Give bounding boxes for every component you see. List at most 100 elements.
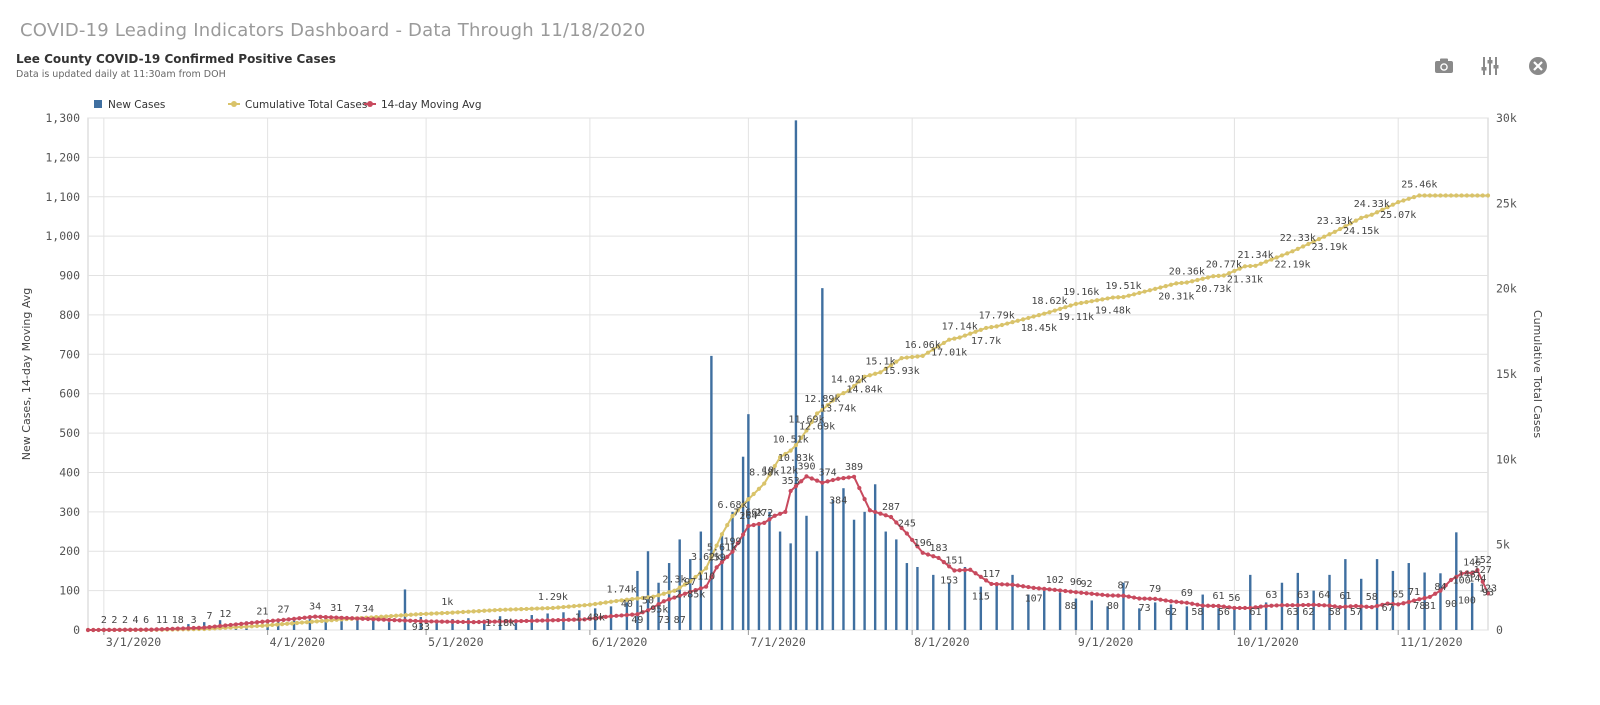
moving-avg-point bbox=[825, 479, 830, 484]
new-cases-bar bbox=[805, 515, 808, 630]
new-cases-data-label: 62 bbox=[1165, 607, 1177, 618]
cumulative-point bbox=[445, 610, 450, 616]
cumulative-point bbox=[304, 620, 310, 625]
new-cases-bar bbox=[757, 523, 761, 630]
new-cases-data-label: 144 bbox=[1468, 574, 1486, 585]
cumulative-point bbox=[1322, 234, 1327, 239]
new-cases-data-label: 67 bbox=[1382, 603, 1394, 614]
cumulative-point bbox=[667, 590, 672, 595]
close-icon[interactable] bbox=[1526, 54, 1550, 78]
moving-avg-point bbox=[239, 621, 244, 626]
new-cases-bar bbox=[1439, 573, 1442, 630]
cumulative-point bbox=[294, 620, 300, 626]
cumulative-data-label: 10.51k bbox=[773, 435, 809, 446]
cumulative-point bbox=[788, 448, 793, 453]
cumulative-point bbox=[545, 606, 550, 611]
new-cases-data-label: 78 bbox=[1413, 601, 1425, 612]
cumulative-point bbox=[883, 366, 888, 371]
cumulative-point bbox=[1084, 299, 1089, 305]
cumulative-point bbox=[598, 601, 603, 606]
cumulative-point bbox=[640, 595, 645, 601]
cumulative-point bbox=[1137, 290, 1142, 296]
moving-avg-point bbox=[545, 618, 550, 623]
cumulative-point bbox=[725, 523, 730, 528]
new-cases-bar bbox=[435, 621, 438, 630]
moving-avg-point bbox=[1353, 603, 1359, 609]
cumulative-point bbox=[1417, 193, 1422, 198]
cumulative-point bbox=[299, 620, 305, 625]
cumulative-data-label: 17.01k bbox=[931, 348, 967, 359]
moving-avg-point bbox=[577, 617, 582, 622]
moving-avg-point bbox=[128, 627, 133, 632]
cumulative-point bbox=[740, 502, 746, 507]
cumulative-point bbox=[1121, 294, 1126, 300]
moving-avg-point bbox=[1163, 598, 1168, 603]
cumulative-point bbox=[1094, 298, 1100, 303]
moving-avg-point bbox=[1343, 604, 1348, 609]
new-cases-data-label: 115 bbox=[972, 591, 990, 602]
new-cases-data-label: 3 bbox=[191, 615, 197, 626]
new-cases-data-label: 127 bbox=[1474, 565, 1492, 576]
cumulative-point bbox=[571, 604, 577, 609]
cumulative-point bbox=[1200, 276, 1205, 281]
new-cases-bar bbox=[932, 574, 935, 630]
cumulative-point bbox=[1327, 232, 1332, 237]
moving-avg-point bbox=[424, 619, 429, 624]
new-cases-bar bbox=[646, 551, 650, 630]
cumulative-point bbox=[1369, 212, 1374, 217]
moving-avg-point bbox=[307, 615, 312, 620]
camera-icon[interactable] bbox=[1432, 54, 1456, 78]
cumulative-point bbox=[1195, 277, 1200, 283]
moving-avg-point bbox=[941, 560, 946, 565]
moving-avg-point bbox=[788, 488, 793, 494]
moving-avg-point bbox=[85, 627, 91, 633]
new-cases-data-label: 264 bbox=[739, 511, 757, 522]
moving-avg-point bbox=[698, 586, 703, 591]
cumulative-point bbox=[846, 388, 851, 393]
sliders-icon[interactable] bbox=[1478, 54, 1502, 78]
moving-avg-point bbox=[159, 627, 165, 632]
moving-avg-point bbox=[582, 617, 587, 622]
moving-avg-point bbox=[392, 618, 397, 623]
cumulative-point bbox=[1470, 193, 1475, 198]
moving-avg-point bbox=[614, 613, 619, 618]
cumulative-point bbox=[254, 623, 260, 629]
cumulative-point bbox=[968, 331, 973, 336]
moving-avg-point bbox=[196, 625, 202, 630]
cumulative-point bbox=[867, 373, 872, 378]
moving-avg-point bbox=[672, 595, 677, 600]
cumulative-point bbox=[593, 601, 598, 607]
moving-avg-point bbox=[524, 618, 529, 624]
cumulative-data-label: 1.48k bbox=[575, 613, 605, 624]
cumulative-point bbox=[1190, 279, 1195, 284]
new-cases-data-label: 123 bbox=[1479, 583, 1497, 594]
cumulative-point bbox=[1131, 292, 1137, 297]
moving-avg-point bbox=[952, 568, 957, 573]
y-tick-left: 100 bbox=[59, 584, 80, 598]
new-cases-bar bbox=[947, 582, 951, 630]
cumulative-point bbox=[1390, 202, 1396, 207]
moving-avg-point bbox=[1205, 603, 1211, 608]
moving-avg-point bbox=[260, 619, 265, 624]
moving-avg-point bbox=[297, 616, 302, 621]
moving-avg-point bbox=[899, 525, 904, 531]
moving-avg-point bbox=[1232, 605, 1237, 611]
new-cases-bar bbox=[1391, 570, 1395, 630]
cumulative-point bbox=[608, 599, 614, 604]
moving-avg-point bbox=[1364, 604, 1369, 609]
moving-avg-point bbox=[1031, 585, 1036, 590]
moving-avg-point bbox=[756, 521, 762, 527]
y-tick-right: 20k bbox=[1496, 282, 1517, 296]
x-tick: 5/1/2020 bbox=[428, 635, 483, 649]
moving-avg-point bbox=[1448, 577, 1454, 583]
new-cases-data-label: 56 bbox=[1228, 593, 1240, 604]
cumulative-point bbox=[698, 570, 703, 575]
moving-avg-point bbox=[1264, 603, 1269, 609]
moving-avg-point bbox=[920, 550, 925, 555]
new-cases-bar bbox=[340, 618, 343, 630]
moving-avg-point bbox=[387, 617, 392, 623]
cumulative-data-label: 17.14k bbox=[942, 321, 978, 332]
moving-avg-point bbox=[1438, 588, 1443, 593]
cumulative-point bbox=[931, 347, 936, 352]
cumulative-data-label: 13.74k bbox=[820, 404, 856, 415]
